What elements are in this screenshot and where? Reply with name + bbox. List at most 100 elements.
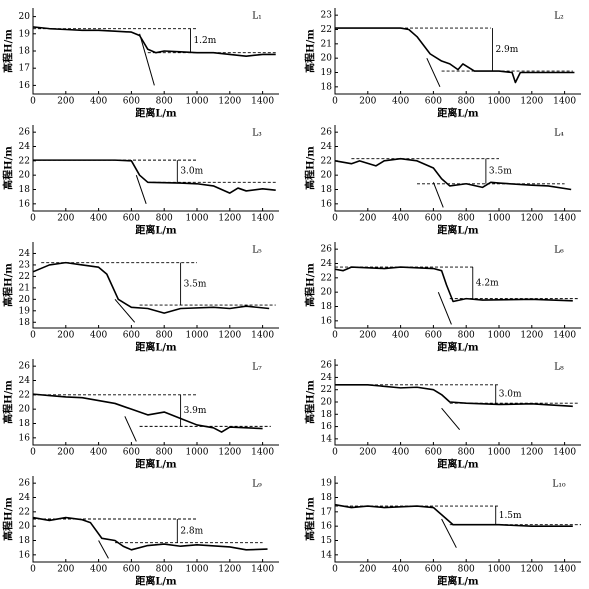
x-tick-label: 1400 — [553, 97, 576, 107]
x-tick-label: 1400 — [553, 565, 576, 575]
x-tick-label: 1000 — [186, 448, 209, 458]
panel: 16 18 20 22 24 26 0 200 400 600 800 1000 1200 1400 距离L… — [2, 359, 279, 471]
y-tick-label: 23 — [19, 260, 31, 270]
x-tick-label: 1200 — [218, 448, 241, 458]
x-tick-label: 200 — [359, 97, 376, 107]
x-tick-label: 0 — [30, 565, 36, 575]
x-tick-label: 600 — [425, 214, 442, 224]
y-tick-label: 17 — [321, 507, 333, 517]
panel-title: L₉ — [252, 480, 262, 490]
x-tick-label: 1000 — [488, 214, 511, 224]
y-tick-label: 19 — [321, 479, 333, 489]
panel: 16 18 20 22 24 26 0 200 400 600 800 1000 1200 1400 距离L… — [304, 125, 581, 237]
x-tick-label: 800 — [156, 97, 173, 107]
drop-label: 3.5m — [184, 279, 207, 289]
x-tick-label: 200 — [359, 331, 376, 341]
y-tick-label: 26 — [321, 245, 333, 255]
y-tick-label: 14 — [321, 550, 333, 560]
x-axis-label: 距离L/m — [135, 575, 177, 588]
x-tick-label: 600 — [425, 565, 442, 575]
x-tick-label: 1200 — [520, 448, 543, 458]
y-axis-label: 高程H/m — [304, 29, 317, 73]
x-tick-label: 200 — [57, 97, 74, 107]
panel: 18 19 20 21 22 23 0 200 400 600 800 1000 1200 1400 距离L… — [304, 8, 581, 120]
x-axis-label: 距离L/m — [135, 224, 177, 237]
x-tick-label: 1000 — [488, 565, 511, 575]
x-tick-label: 400 — [90, 97, 107, 107]
x-tick-label: 1400 — [251, 565, 274, 575]
x-tick-label: 600 — [123, 214, 140, 224]
x-tick-label: 400 — [392, 448, 409, 458]
panel-title: L₇ — [252, 363, 262, 373]
scarp-line — [426, 57, 441, 88]
y-tick-label: 15 — [321, 536, 333, 546]
y-tick-label: 24 — [19, 249, 31, 259]
x-tick-label: 0 — [332, 331, 338, 341]
x-tick-label: 400 — [392, 97, 409, 107]
axis — [32, 125, 279, 212]
y-tick-label: 26 — [321, 361, 333, 371]
x-tick-label: 0 — [30, 214, 36, 224]
y-tick-label: 18 — [19, 419, 31, 429]
y-tick-label: 18 — [321, 185, 333, 195]
x-axis-label: 距离L/m — [437, 575, 479, 588]
panel-title: L₁₀ — [552, 480, 566, 490]
y-tick-label: 20 — [321, 288, 333, 298]
y-tick-label: 26 — [321, 128, 333, 138]
scarp-line — [114, 299, 136, 323]
y-tick-label: 16 — [321, 199, 333, 209]
y-tick-label: 18 — [19, 536, 31, 546]
panel-title: L₁ — [252, 12, 262, 22]
y-tick-label: 26 — [19, 479, 31, 489]
drop-label: 1.2m — [193, 36, 216, 46]
panel: 14 16 18 20 22 24 26 0 200 400 600 800 1000 1200 1400 距… — [304, 359, 581, 471]
y-tick-label: 21 — [19, 283, 30, 293]
panel: 14 15 16 17 18 19 0 200 400 600 800 1000 1200 1400 距离L… — [304, 476, 581, 588]
profile-line — [335, 384, 573, 408]
y-tick-label: 16 — [321, 522, 333, 532]
x-tick-label: 0 — [30, 331, 36, 341]
x-tick-label: 800 — [156, 214, 173, 224]
x-tick-label: 600 — [123, 331, 140, 341]
axis — [334, 8, 581, 95]
scarp-line — [135, 175, 147, 204]
x-tick-label: 1200 — [520, 331, 543, 341]
profile-line — [335, 27, 575, 84]
x-tick-label: 1000 — [488, 448, 511, 458]
y-tick-label: 16 — [19, 81, 31, 91]
y-tick-label: 16 — [19, 550, 31, 560]
y-tick-label: 20 — [19, 522, 31, 532]
y-tick-label: 20 — [19, 12, 31, 22]
x-tick-label: 600 — [425, 448, 442, 458]
y-axis-label: 高程H/m — [2, 29, 15, 73]
drop-label: 1.5m — [499, 511, 522, 521]
y-tick-label: 24 — [321, 142, 333, 152]
x-tick-label: 600 — [123, 565, 140, 575]
x-tick-label: 400 — [90, 565, 107, 575]
x-tick-label: 800 — [156, 448, 173, 458]
y-tick-label: 22 — [19, 156, 30, 166]
x-tick-label: 200 — [57, 565, 74, 575]
y-tick-label: 22 — [321, 273, 332, 283]
x-tick-label: 400 — [392, 565, 409, 575]
y-tick-label: 23 — [321, 11, 333, 21]
drop-label: 3.9m — [184, 406, 207, 416]
x-tick-label: 800 — [156, 331, 173, 341]
axis — [334, 242, 581, 329]
x-axis-label: 距离L/m — [437, 458, 479, 471]
y-tick-label: 14 — [321, 434, 333, 444]
x-tick-label: 800 — [458, 331, 475, 341]
x-tick-label: 600 — [123, 448, 140, 458]
x-tick-label: 0 — [30, 97, 36, 107]
y-tick-label: 24 — [19, 142, 31, 152]
x-tick-label: 400 — [392, 331, 409, 341]
panel: 16 18 20 22 24 26 0 200 400 600 800 1000 1200 1400 距离L… — [304, 242, 581, 354]
panel-title: L₄ — [554, 129, 564, 139]
x-tick-label: 800 — [458, 97, 475, 107]
scarp-line — [139, 33, 155, 86]
scarp-line — [441, 518, 457, 548]
x-tick-label: 800 — [458, 448, 475, 458]
y-axis-label: 高程H/m — [304, 146, 317, 190]
